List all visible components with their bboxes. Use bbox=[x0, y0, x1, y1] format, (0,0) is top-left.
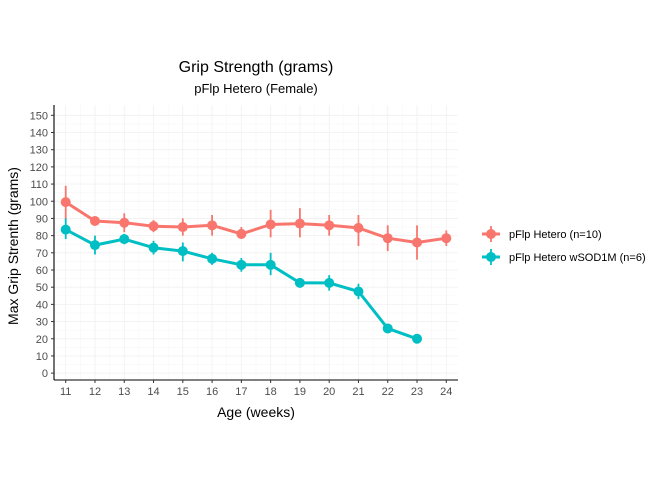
data-point bbox=[353, 286, 364, 297]
data-point bbox=[353, 222, 364, 233]
data-point bbox=[148, 242, 159, 253]
y-tick-label: 0 bbox=[42, 368, 48, 380]
y-tick-label: 130 bbox=[30, 145, 48, 157]
x-tick-label: 20 bbox=[323, 386, 335, 398]
legend: pFlp Hetero (n=10) pFlp Hetero wSOD1M (n=… bbox=[482, 226, 646, 265]
y-tick-label: 140 bbox=[30, 128, 48, 140]
data-point bbox=[177, 222, 188, 233]
y-tick-label: 110 bbox=[30, 179, 48, 191]
x-tick-label: 18 bbox=[265, 386, 277, 398]
y-tick-label: 60 bbox=[36, 265, 48, 277]
y-tick-label: 30 bbox=[36, 317, 48, 329]
x-tick-label: 11 bbox=[60, 386, 71, 398]
data-point bbox=[236, 228, 247, 239]
y-tick-label: 100 bbox=[30, 196, 48, 208]
data-point bbox=[265, 219, 276, 230]
legend-entry: pFlp Hetero (n=10) bbox=[482, 226, 602, 242]
y-tick-label: 10 bbox=[36, 351, 48, 363]
y-tick-label: 80 bbox=[36, 231, 48, 243]
data-point bbox=[207, 220, 218, 231]
x-axis-title: Age (weeks) bbox=[217, 404, 295, 420]
data-point bbox=[382, 323, 393, 334]
y-axis-title: Max Grip Strenth (grams) bbox=[5, 167, 21, 325]
x-tick-label: 13 bbox=[118, 386, 130, 398]
legend-marker bbox=[486, 229, 496, 239]
data-point bbox=[294, 277, 305, 288]
axis-layer: 0 10 20 30 40 50 60 70 80 90 100 110 120 130 140 150 11 1… bbox=[30, 105, 458, 398]
data-point bbox=[324, 277, 335, 288]
x-tick-label: 22 bbox=[382, 386, 394, 398]
data-point bbox=[89, 240, 100, 251]
grid-layer bbox=[54, 105, 458, 380]
data-point bbox=[119, 217, 130, 228]
legend-label: pFlp Hetero (n=10) bbox=[509, 229, 602, 241]
data-point bbox=[89, 216, 100, 227]
data-point bbox=[382, 233, 393, 244]
legend-entry: pFlp Hetero wSOD1M (n=6) bbox=[482, 249, 646, 265]
y-tick-label: 20 bbox=[36, 334, 48, 346]
chart-subtitle: pFlp Hetero (Female) bbox=[194, 81, 318, 96]
y-tick-label: 90 bbox=[36, 213, 48, 225]
y-tick-label: 50 bbox=[36, 282, 48, 294]
data-point bbox=[324, 220, 335, 231]
data-point bbox=[294, 218, 305, 229]
series-1 bbox=[60, 185, 452, 260]
x-tick-label: 14 bbox=[147, 386, 159, 398]
data-point bbox=[441, 233, 452, 244]
legend-marker bbox=[486, 252, 496, 262]
y-tick-label: 120 bbox=[30, 162, 48, 174]
data-point bbox=[207, 253, 218, 264]
y-tick-label: 150 bbox=[30, 110, 48, 122]
x-tick-label: 21 bbox=[352, 386, 364, 398]
data-point bbox=[60, 224, 71, 235]
legend-label: pFlp Hetero wSOD1M (n=6) bbox=[509, 252, 646, 264]
x-tick-label: 19 bbox=[294, 386, 306, 398]
data-point bbox=[412, 237, 423, 248]
x-tick-label: 15 bbox=[177, 386, 189, 398]
data-point bbox=[412, 333, 423, 344]
x-tick-label: 23 bbox=[411, 386, 423, 398]
y-tick-label: 40 bbox=[36, 299, 48, 311]
data-point bbox=[148, 221, 159, 232]
data-point bbox=[177, 246, 188, 257]
series-2 bbox=[60, 218, 423, 344]
x-tick-label: 24 bbox=[440, 386, 452, 398]
series-layer bbox=[60, 185, 452, 344]
data-point bbox=[236, 259, 247, 270]
data-point bbox=[60, 197, 71, 208]
data-point bbox=[265, 259, 276, 270]
x-tick-label: 12 bbox=[89, 386, 101, 398]
data-point bbox=[119, 234, 130, 245]
x-tick-label: 16 bbox=[206, 386, 218, 398]
chart-title: Grip Strength (grams) bbox=[179, 59, 334, 76]
x-tick-label: 17 bbox=[235, 386, 247, 398]
y-tick-label: 70 bbox=[36, 248, 48, 260]
